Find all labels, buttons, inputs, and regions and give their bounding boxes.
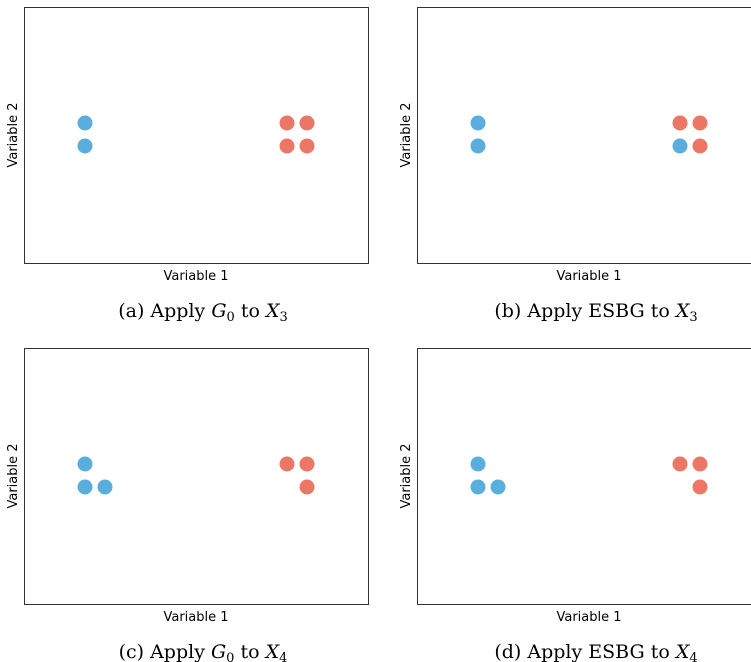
x-axis-label: Variable 1 (163, 610, 228, 625)
data-point-class-b (692, 479, 708, 495)
data-point-class-b (692, 456, 708, 472)
y-axis-label: Variable 2 (6, 443, 21, 508)
subfigure-caption: (a) Apply G0 to X3 (118, 300, 288, 325)
data-point-class-b (672, 456, 688, 472)
x-axis-label: Variable 1 (163, 269, 228, 284)
data-point-class-a (490, 479, 506, 495)
data-point-class-b (279, 115, 295, 131)
data-point-class-b (672, 115, 688, 131)
data-point-class-a (470, 138, 486, 154)
plot-frame (24, 348, 369, 605)
data-point-class-a (470, 479, 486, 495)
data-point-class-a (77, 138, 93, 154)
subfigure-caption: (d) Apply ESBG to X4 (494, 641, 697, 662)
x-axis-label: Variable 1 (556, 269, 621, 284)
data-point-class-a (470, 115, 486, 131)
y-axis-label: Variable 2 (399, 443, 414, 508)
plot-frame (24, 7, 369, 264)
y-axis-label: Variable 2 (6, 102, 21, 167)
data-point-class-b (299, 115, 315, 131)
plot-frame (417, 7, 751, 264)
data-point-class-b (299, 138, 315, 154)
data-point-class-a (470, 456, 486, 472)
data-point-class-a (77, 456, 93, 472)
data-point-class-b (299, 479, 315, 495)
panel-c: Variable 1 Variable 2 (c) Apply G0 to X4 (6, 348, 369, 662)
panel-a: Variable 1 Variable 2 (a) Apply G0 to X3 (6, 7, 369, 325)
subfigure-caption: (b) Apply ESBG to X3 (494, 300, 697, 325)
subfigure-caption: (c) Apply G0 to X4 (119, 641, 288, 662)
y-axis-label: Variable 2 (399, 102, 414, 167)
data-point-class-a (672, 138, 688, 154)
data-point-class-b (279, 138, 295, 154)
data-point-class-b (692, 138, 708, 154)
data-point-class-b (692, 115, 708, 131)
data-point-class-b (279, 456, 295, 472)
data-point-class-a (77, 115, 93, 131)
panel-b: Variable 1 Variable 2 (b) Apply ESBG to X3 (399, 7, 751, 325)
data-point-class-b (299, 456, 315, 472)
data-point-class-a (77, 479, 93, 495)
plot-frame (417, 348, 751, 605)
panel-d: Variable 1 Variable 2 (d) Apply ESBG to X4 (399, 348, 751, 662)
x-axis-label: Variable 1 (556, 610, 621, 625)
data-point-class-a (97, 479, 113, 495)
